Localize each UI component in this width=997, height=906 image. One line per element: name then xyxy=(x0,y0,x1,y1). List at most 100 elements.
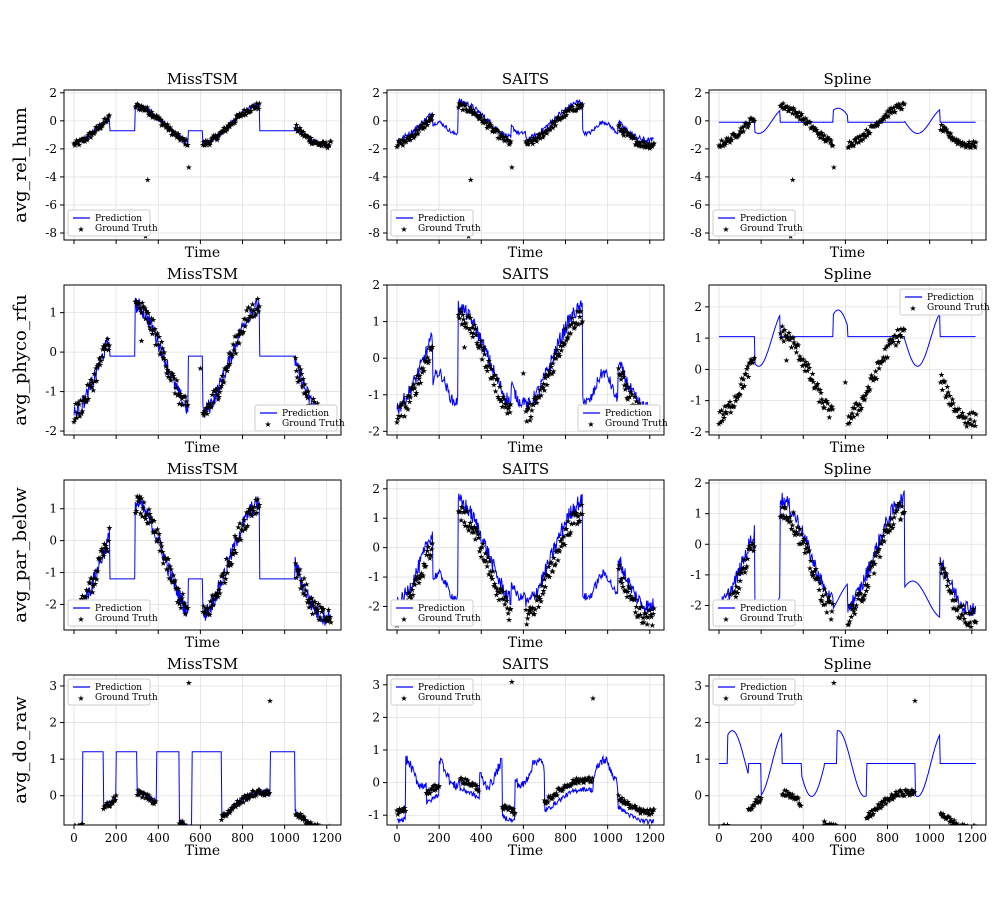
y-tick-label: -1 xyxy=(368,570,380,584)
ground-truth-point: ★ xyxy=(645,809,652,818)
ground-truth-point: ★ xyxy=(578,500,585,509)
ground-truth-point: ★ xyxy=(296,814,303,823)
axes-frame xyxy=(708,674,987,826)
ground-truth-point: ★ xyxy=(180,136,187,145)
ground-truth-point: ★ xyxy=(229,549,236,558)
x-axis-label: Time xyxy=(185,245,220,261)
ground-truth-point: ★ xyxy=(489,374,496,383)
ground-truth-point: ★ xyxy=(624,395,631,404)
ground-truth-point: ★ xyxy=(564,782,571,791)
ground-truth-point: ★ xyxy=(578,777,585,786)
ground-truth-point: ★ xyxy=(551,790,558,799)
ground-truth-point: ★ xyxy=(427,786,434,795)
y-tick-label: 1 xyxy=(694,752,702,766)
ground-truth-point: ★ xyxy=(566,321,573,330)
ground-truth-point: ★ xyxy=(562,524,569,533)
prediction-line xyxy=(719,309,976,367)
ground-truth-point: ★ xyxy=(534,133,541,142)
ground-truth-point: ★ xyxy=(185,163,192,172)
ground-truth-point: ★ xyxy=(742,119,749,128)
ground-truth-point: ★ xyxy=(170,571,177,580)
ground-truth-point: ★ xyxy=(570,318,577,327)
ground-truth-point: ★ xyxy=(641,609,648,618)
legend-box xyxy=(712,678,796,706)
ground-truth-point: ★ xyxy=(487,374,494,383)
ground-truth-point: ★ xyxy=(320,138,327,147)
legend-entry: Ground Truth xyxy=(740,693,803,703)
ground-truth-point: ★ xyxy=(168,577,175,586)
ground-truth-point: ★ xyxy=(243,795,250,804)
ground-truth-point: ★ xyxy=(793,112,800,121)
ground-truth-point: ★ xyxy=(179,400,186,409)
ground-truth-point: ★ xyxy=(525,610,532,619)
ground-truth-point: ★ xyxy=(415,375,422,384)
ground-truth-point: ★ xyxy=(208,602,215,611)
ground-truth-point: ★ xyxy=(214,588,221,597)
ground-truth-point: ★ xyxy=(570,778,577,787)
ground-truth-point: ★ xyxy=(226,122,233,131)
ground-truth-point: ★ xyxy=(806,118,813,127)
ground-truth-point: ★ xyxy=(150,798,157,807)
ground-truth-point: ★ xyxy=(575,307,582,316)
ground-truth-point: ★ xyxy=(894,791,901,800)
ground-truth-point: ★ xyxy=(857,590,864,599)
legend-entry: Prediction xyxy=(740,683,787,693)
ground-truth-point: ★ xyxy=(147,325,154,334)
ground-truth-point: ★ xyxy=(802,357,809,366)
ground-truth-point: ★ xyxy=(402,807,409,816)
ground-truth-point: ★ xyxy=(479,119,486,128)
ground-truth-point: ★ xyxy=(806,118,813,127)
ground-truth-point: ★ xyxy=(570,105,577,114)
ground-truth-point: ★ xyxy=(311,139,318,148)
ground-truth-point: ★ xyxy=(258,789,265,798)
ground-truth-point: ★ xyxy=(556,116,563,125)
ground-truth-point: ★ xyxy=(520,369,527,378)
ground-truth-point: ★ xyxy=(618,797,625,806)
ground-truth-point: ★ xyxy=(88,383,95,392)
ground-truth-point: ★ xyxy=(873,119,880,128)
ground-truth-point: ★ xyxy=(97,124,104,133)
panel-1-2: ★★★★★★★★★★★★★★★★★★★★★★★★★★★★★★★★★★★★★★★★… xyxy=(690,265,990,456)
ground-truth-point: ★ xyxy=(93,376,100,385)
ground-truth-point: ★ xyxy=(527,136,534,145)
ground-truth-point: ★ xyxy=(216,129,223,138)
ground-truth-point: ★ xyxy=(940,813,947,822)
ground-truth-point: ★ xyxy=(295,127,302,136)
ground-truth-point: ★ xyxy=(470,528,477,537)
ground-truth-point: ★ xyxy=(399,398,406,407)
ground-truth-point: ★ xyxy=(897,103,904,112)
ground-truth-point: ★ xyxy=(740,127,747,136)
legend: Prediction★ Ground Truth xyxy=(577,404,668,432)
ground-truth-point: ★ xyxy=(732,593,739,602)
ground-truth-point: ★ xyxy=(750,355,757,364)
ground-truth-point: ★ xyxy=(742,119,749,128)
ground-truth-point: ★ xyxy=(525,140,532,149)
ground-truth-point: ★ xyxy=(956,822,963,831)
ground-truth-point: ★ xyxy=(166,574,173,583)
ground-truth-point: ★ xyxy=(804,117,811,126)
ground-truth-point: ★ xyxy=(175,585,182,594)
ground-truth-point: ★ xyxy=(105,345,112,354)
ground-truth-point: ★ xyxy=(402,137,409,146)
ground-truth-point: ★ xyxy=(486,362,493,371)
ground-truth-point: ★ xyxy=(250,102,257,111)
ground-truth-point: ★ xyxy=(101,802,108,811)
ground-truth-point: ★ xyxy=(85,587,92,596)
ground-truth-point: ★ xyxy=(790,338,797,347)
y-tick-label: -2 xyxy=(690,425,702,439)
ground-truth-point: ★ xyxy=(206,400,213,409)
x-tick-label: 200 xyxy=(105,831,128,845)
ground-truth-point: ★ xyxy=(897,325,904,334)
y-tick-label: -4 xyxy=(690,170,702,184)
ground-truth-point: ★ xyxy=(160,559,167,568)
ground-truth-point: ★ xyxy=(791,109,798,118)
x-tick-label: 0 xyxy=(70,831,78,845)
ground-truth-point: ★ xyxy=(430,782,437,791)
ground-truth-point: ★ xyxy=(522,137,529,146)
ground-truth-point: ★ xyxy=(76,412,83,421)
ground-truth-point: ★ xyxy=(423,117,430,126)
x-tick-label: 1200 xyxy=(957,831,988,845)
ground-truth-point: ★ xyxy=(571,508,578,517)
x-axis-label: Time xyxy=(830,440,865,456)
ground-truth-point: ★ xyxy=(944,813,951,822)
